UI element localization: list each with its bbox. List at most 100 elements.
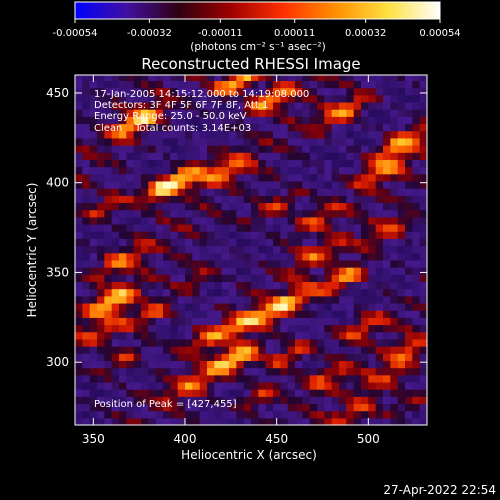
heatmap-cell: [192, 109, 201, 117]
heatmap-cell: [405, 87, 413, 96]
heatmap-cell: [280, 188, 289, 196]
heatmap-cell: [397, 101, 406, 110]
heatmap-cell: [163, 195, 171, 204]
heatmap-cell: [346, 288, 355, 297]
heatmap-cell: [221, 130, 230, 139]
heatmap-cell: [104, 87, 113, 96]
heatmap-cell: [119, 389, 127, 397]
heatmap-cell: [361, 302, 369, 311]
heatmap-cell: [185, 302, 193, 311]
heatmap-cell: [339, 202, 347, 211]
heatmap-cell: [346, 310, 355, 318]
heatmap-cell: [251, 238, 259, 247]
heatmap-cell: [192, 389, 201, 397]
heatmap-cell: [346, 374, 355, 383]
heatmap-cell: [353, 346, 362, 354]
heatmap-cell: [383, 123, 391, 132]
heatmap-cell: [324, 310, 333, 318]
heatmap-cell: [324, 195, 333, 204]
heatmap-cell: [317, 195, 325, 204]
heatmap-cell: [192, 324, 201, 333]
heatmap-cell: [361, 188, 369, 196]
heatmap-cell: [229, 288, 237, 297]
heatmap-cell: [104, 216, 113, 225]
heatmap-cell: [273, 87, 281, 96]
heatmap-cell: [280, 317, 289, 326]
heatmap-cell: [97, 173, 105, 182]
heatmap-cell: [133, 238, 142, 247]
heatmap-cell: [295, 80, 303, 89]
heatmap-cell: [295, 238, 303, 247]
heatmap-cell: [163, 238, 171, 247]
heatmap-cell: [375, 137, 384, 146]
heatmap-cell: [331, 274, 340, 283]
heatmap-cell: [390, 267, 399, 275]
heatmap-cell: [383, 295, 391, 304]
heatmap-cell: [295, 75, 303, 81]
heatmap-cell: [148, 130, 157, 139]
heatmap-cell: [126, 159, 135, 168]
heatmap-cell: [368, 360, 377, 369]
heatmap-cell: [89, 367, 98, 376]
heatmap-cell: [390, 188, 399, 196]
heatmap-cell: [97, 338, 105, 347]
heatmap-cell: [82, 410, 91, 419]
heatmap-cell: [141, 159, 149, 168]
heatmap-cell: [331, 116, 340, 125]
heatmap-cell: [339, 295, 347, 304]
heatmap-cell: [265, 302, 274, 311]
heatmap-cell: [412, 94, 421, 103]
heatmap-cell: [375, 195, 384, 204]
heatmap-cell: [236, 202, 245, 211]
heatmap-cell: [104, 302, 113, 311]
heatmap-cell: [97, 288, 105, 297]
heatmap-cell: [207, 410, 215, 419]
heatmap-cell: [361, 238, 369, 247]
heatmap-cell: [89, 195, 98, 204]
heatmap-cell: [111, 109, 120, 117]
heatmap-cell: [273, 166, 281, 175]
heatmap-cell: [346, 180, 355, 189]
heatmap-cell: [324, 295, 333, 304]
heatmap-cell: [405, 137, 413, 146]
heatmap-cell: [133, 180, 142, 189]
heatmap-cell: [75, 310, 83, 318]
heatmap-cell: [192, 231, 201, 239]
heatmap-cell: [317, 360, 325, 369]
heatmap-cell: [141, 116, 149, 125]
heatmap-cell: [163, 259, 171, 268]
heatmap-cell: [75, 259, 83, 268]
heatmap-cell: [177, 410, 186, 419]
heatmap-cell: [324, 267, 333, 275]
heatmap-cell: [287, 195, 296, 204]
heatmap-cell: [405, 338, 413, 347]
heatmap-cell: [390, 231, 399, 239]
heatmap-cell: [89, 389, 98, 397]
heatmap-cell: [405, 166, 413, 175]
heatmap-cell: [119, 238, 127, 247]
heatmap-cell: [324, 216, 333, 225]
heatmap-cell: [302, 396, 311, 405]
heatmap-cell: [214, 367, 223, 376]
heatmap-cell: [375, 159, 384, 168]
heatmap-cell: [258, 346, 267, 354]
heatmap-cell: [412, 231, 421, 239]
heatmap-cell: [236, 288, 245, 297]
heatmap-cell: [375, 252, 384, 261]
heatmap-cell: [324, 109, 333, 117]
heatmap-cell: [229, 367, 237, 376]
heatmap-cell: [89, 94, 98, 103]
heatmap-cell: [214, 152, 223, 160]
heatmap-cell: [251, 188, 259, 196]
heatmap-cell: [207, 94, 215, 103]
heatmap-cell: [383, 338, 391, 347]
heatmap-cell: [287, 267, 296, 275]
heatmap-cell: [185, 381, 193, 390]
heatmap-cell: [390, 101, 399, 110]
heatmap-cell: [273, 317, 281, 326]
heatmap-cell: [324, 417, 333, 425]
heatmap-cell: [302, 324, 311, 333]
heatmap-cell: [419, 245, 427, 254]
heatmap-cell: [397, 202, 406, 211]
